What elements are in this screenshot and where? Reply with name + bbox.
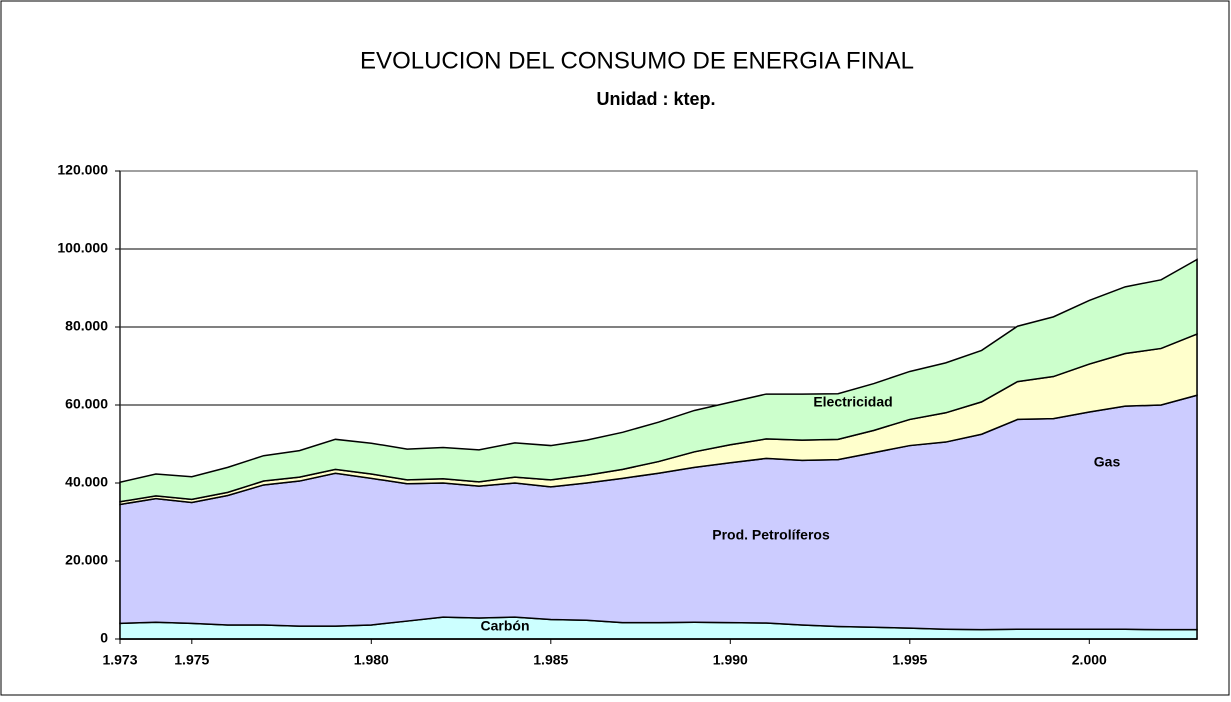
series-label: Electricidad	[813, 394, 892, 410]
x-tick-label: 1.980	[354, 652, 389, 668]
y-tick-label: 20.000	[65, 552, 108, 568]
y-tick-label: 60.000	[65, 396, 108, 412]
chart-title: EVOLUCION DEL CONSUMO DE ENERGIA FINAL	[360, 47, 914, 74]
series-label: Gas	[1094, 454, 1121, 470]
x-tick-label: 1.985	[533, 652, 568, 668]
area	[119, 258, 1198, 503]
y-tick-label: 40.000	[65, 474, 108, 490]
chart-subtitle: Unidad : ktep.	[596, 89, 715, 109]
axes: 0 20.000 40.000 60.000 80.000 100.000 120.000 C…	[57, 162, 1197, 668]
y-tick-label: 100.000	[57, 240, 108, 256]
y-tick-label: 0	[100, 630, 108, 646]
series-label: Carbón	[481, 618, 530, 634]
y-tick-label: 120.000	[57, 162, 108, 178]
x-tick-label: 1.973	[102, 652, 137, 668]
areas	[119, 258, 1198, 640]
x-tick-label: 1.975	[174, 652, 209, 668]
x-tick-label: 1.990	[713, 652, 748, 668]
y-tick-label: 80.000	[65, 318, 108, 334]
series-label: Prod. Petrolíferos	[712, 527, 830, 543]
x-tick-label: 2.000	[1072, 652, 1107, 668]
x-tick-label: 1.995	[892, 652, 927, 668]
